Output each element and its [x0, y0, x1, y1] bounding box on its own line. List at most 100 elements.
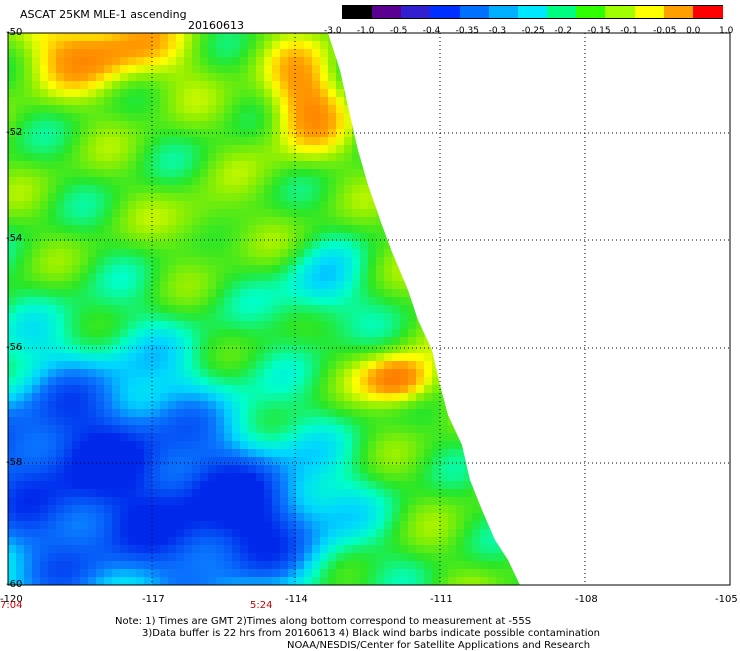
- field-cell: [424, 337, 432, 345]
- field-cell: [32, 441, 40, 449]
- field-cell: [88, 425, 96, 433]
- field-cell: [152, 553, 160, 561]
- field-cell: [464, 249, 472, 257]
- field-cell: [296, 73, 304, 81]
- field-cell: [176, 545, 184, 553]
- field-cell: [360, 329, 368, 337]
- field-cell: [320, 433, 328, 441]
- field-cell: [96, 369, 104, 377]
- field-cell: [328, 417, 336, 425]
- field-cell: [392, 465, 400, 473]
- field-cell: [104, 377, 112, 385]
- field-cell: [504, 313, 512, 321]
- field-cell: [408, 417, 416, 425]
- field-cell: [296, 97, 304, 105]
- field-cell: [392, 449, 400, 457]
- field-cell: [232, 289, 240, 297]
- field-cell: [16, 513, 24, 521]
- field-cell: [272, 489, 280, 497]
- field-cell: [328, 529, 336, 537]
- field-cell: [16, 465, 24, 473]
- field-cell: [416, 305, 424, 313]
- field-cell: [392, 121, 400, 129]
- field-cell: [88, 73, 96, 81]
- field-cell: [72, 65, 80, 73]
- field-cell: [224, 441, 232, 449]
- field-cell: [408, 249, 416, 257]
- field-cell: [304, 257, 312, 265]
- field-cell: [496, 161, 504, 169]
- field-cell: [272, 41, 280, 49]
- field-cell: [72, 289, 80, 297]
- field-cell: [512, 449, 520, 457]
- field-cell: [184, 41, 192, 49]
- field-cell: [408, 33, 416, 41]
- field-cell: [456, 217, 464, 225]
- field-cell: [504, 217, 512, 225]
- field-cell: [296, 377, 304, 385]
- field-cell: [192, 201, 200, 209]
- field-cell: [496, 137, 504, 145]
- field-cell: [48, 137, 56, 145]
- field-cell: [168, 217, 176, 225]
- field-cell: [376, 41, 384, 49]
- field-cell: [496, 369, 504, 377]
- field-cell: [416, 425, 424, 433]
- field-cell: [256, 449, 264, 457]
- field-cell: [480, 161, 488, 169]
- field-cell: [176, 113, 184, 121]
- field-cell: [456, 361, 464, 369]
- field-cell: [416, 273, 424, 281]
- field-cell: [488, 441, 496, 449]
- field-cell: [392, 577, 400, 585]
- field-cell: [256, 41, 264, 49]
- field-cell: [528, 137, 536, 145]
- field-cell: [96, 513, 104, 521]
- field-cell: [152, 513, 160, 521]
- field-cell: [480, 401, 488, 409]
- field-cell: [328, 185, 336, 193]
- field-cell: [56, 553, 64, 561]
- field-cell: [456, 137, 464, 145]
- field-cell: [488, 545, 496, 553]
- field-cell: [32, 33, 40, 41]
- field-cell: [208, 537, 216, 545]
- field-cell: [56, 121, 64, 129]
- field-cell: [64, 137, 72, 145]
- field-cell: [216, 513, 224, 521]
- field-cell: [144, 505, 152, 513]
- field-cell: [384, 265, 392, 273]
- field-cell: [296, 337, 304, 345]
- field-cell: [80, 417, 88, 425]
- field-cell: [320, 233, 328, 241]
- field-cell: [264, 361, 272, 369]
- field-cell: [504, 249, 512, 257]
- field-cell: [16, 281, 24, 289]
- field-cell: [240, 137, 248, 145]
- field-cell: [8, 313, 16, 321]
- field-cell: [296, 409, 304, 417]
- colorbar-tick: 0.0: [686, 26, 701, 36]
- field-cell: [408, 145, 416, 153]
- field-cell: [96, 441, 104, 449]
- field-cell: [296, 385, 304, 393]
- field-cell: [504, 201, 512, 209]
- field-cell: [128, 57, 136, 65]
- field-cell: [32, 185, 40, 193]
- field-cell: [360, 377, 368, 385]
- field-cell: [440, 385, 448, 393]
- field-cell: [400, 153, 408, 161]
- field-cell: [392, 353, 400, 361]
- field-cell: [256, 489, 264, 497]
- field-cell: [16, 49, 24, 57]
- field-cell: [224, 193, 232, 201]
- field-cell: [400, 273, 408, 281]
- field-cell: [304, 73, 312, 81]
- field-cell: [408, 377, 416, 385]
- field-cell: [448, 537, 456, 545]
- field-cell: [192, 569, 200, 577]
- field-cell: [16, 497, 24, 505]
- field-cell: [280, 369, 288, 377]
- field-cell: [136, 89, 144, 97]
